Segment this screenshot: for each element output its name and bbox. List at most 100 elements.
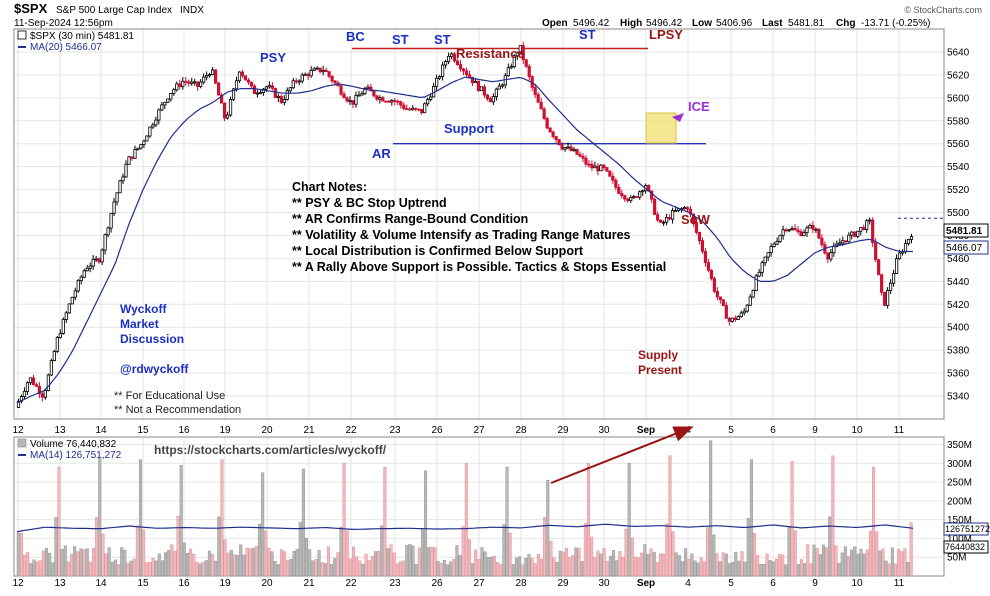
candle-body bbox=[405, 108, 409, 110]
candle-body bbox=[408, 108, 412, 111]
candle-body bbox=[420, 108, 424, 114]
volume-ma-line bbox=[16, 523, 914, 533]
volume-bar bbox=[198, 563, 202, 577]
volume-legend: Volume 76,440,832 MA(14) 126,751,272 bbox=[17, 438, 122, 461]
candle-body bbox=[243, 75, 248, 81]
price-tick-label: 5640 bbox=[947, 47, 970, 58]
candle-body bbox=[718, 296, 722, 301]
candle-body bbox=[569, 146, 573, 152]
candle-body bbox=[518, 45, 522, 54]
candle-body bbox=[509, 66, 513, 69]
volume-last-tag-text: 76440832 bbox=[945, 542, 985, 552]
volume-bar bbox=[148, 562, 152, 577]
candle-body bbox=[488, 98, 492, 103]
supply-label-line2: Present bbox=[638, 363, 682, 377]
exchange-label: INDX bbox=[180, 5, 204, 16]
volume-bar bbox=[467, 539, 471, 577]
volume-bar bbox=[630, 537, 634, 577]
volume-bar bbox=[533, 563, 537, 577]
volume-bar bbox=[455, 545, 459, 577]
candle-body bbox=[880, 274, 884, 293]
volume-bar bbox=[245, 548, 249, 577]
volume-bar bbox=[684, 548, 688, 577]
volume-bar bbox=[63, 545, 67, 577]
candle-body bbox=[838, 242, 842, 245]
volume-bar bbox=[283, 551, 287, 577]
chart-note-1: ** PSY & BC Stop Uptrend bbox=[292, 196, 447, 210]
candle-body bbox=[384, 100, 388, 103]
candle-body bbox=[856, 230, 860, 237]
volume-bar bbox=[815, 548, 819, 577]
ice-arrow-icon bbox=[672, 113, 684, 122]
candle-body bbox=[76, 280, 80, 292]
candle-body bbox=[345, 97, 349, 102]
volume-bar bbox=[113, 559, 117, 577]
candle-body bbox=[166, 98, 170, 103]
volume-bar bbox=[424, 470, 428, 577]
volume-bar bbox=[373, 551, 377, 577]
volume-bar bbox=[865, 549, 869, 577]
volume-bar bbox=[793, 530, 797, 577]
volume-bar bbox=[157, 553, 161, 577]
volume-bar bbox=[762, 563, 766, 577]
volume-bar bbox=[862, 553, 866, 577]
volume-bar bbox=[345, 530, 349, 577]
lpsy-label: LPSY bbox=[649, 27, 683, 42]
chart-note-4: ** Local Distribution is Confirmed Below… bbox=[292, 244, 584, 258]
volume-bar bbox=[652, 552, 656, 577]
candle-body bbox=[512, 55, 516, 68]
supply-label-line1: Supply bbox=[638, 348, 678, 362]
volume-bar bbox=[239, 544, 243, 577]
handle-label: @rdwyckoff bbox=[120, 362, 189, 376]
price-legend-text: $SPX (30 min) 5481.81 bbox=[30, 31, 134, 42]
volume-bar bbox=[220, 459, 224, 577]
candle-body bbox=[342, 93, 346, 99]
volume-bar bbox=[417, 547, 421, 577]
volume-bar bbox=[608, 555, 612, 577]
x-tick-label: 22 bbox=[345, 425, 357, 436]
volume-bar bbox=[54, 517, 58, 577]
candle-body bbox=[697, 232, 702, 241]
x-tick-label: 10 bbox=[851, 578, 863, 589]
volume-bar bbox=[132, 558, 136, 577]
volume-bar bbox=[471, 563, 475, 577]
volume-bar bbox=[687, 558, 691, 577]
volume-bar bbox=[226, 552, 230, 577]
volume-bar bbox=[800, 559, 804, 577]
volume-bar bbox=[868, 530, 872, 577]
candle-body bbox=[139, 144, 143, 149]
volume-bar bbox=[414, 563, 418, 577]
volume-bar bbox=[508, 532, 512, 577]
volume-bar bbox=[51, 562, 55, 577]
candle-body bbox=[291, 80, 295, 89]
candle-body bbox=[656, 214, 660, 221]
volume-bar bbox=[110, 561, 114, 577]
st-label-1: ST bbox=[392, 32, 409, 47]
volume-bar bbox=[411, 545, 415, 577]
volume-bar bbox=[599, 553, 603, 577]
volume-bar bbox=[724, 553, 728, 577]
volume-bar bbox=[778, 554, 782, 577]
volume-ma-tag: 126751272 bbox=[943, 522, 990, 536]
candle-body bbox=[393, 100, 397, 102]
volume-tick-label: 150M bbox=[947, 515, 972, 526]
candle-body bbox=[321, 69, 325, 73]
volume-bar bbox=[665, 523, 669, 577]
candle-body bbox=[378, 97, 382, 100]
candle-body bbox=[745, 304, 749, 312]
volume-bar bbox=[568, 557, 572, 577]
candle-body bbox=[124, 163, 128, 178]
volume-bar bbox=[267, 547, 271, 577]
candle-body bbox=[497, 85, 501, 90]
volume-bar bbox=[543, 517, 547, 577]
candle-body bbox=[363, 87, 367, 95]
x-tick-label: 27 bbox=[473, 425, 485, 436]
st-label-3: ST bbox=[579, 27, 596, 42]
wyckoff-label-line2: Market bbox=[120, 317, 159, 331]
candle-body bbox=[793, 228, 797, 231]
x-tick-label: 6 bbox=[770, 578, 776, 589]
x-tick-label: 20 bbox=[261, 425, 273, 436]
volume-bar bbox=[618, 551, 622, 577]
candle-body bbox=[903, 243, 908, 253]
